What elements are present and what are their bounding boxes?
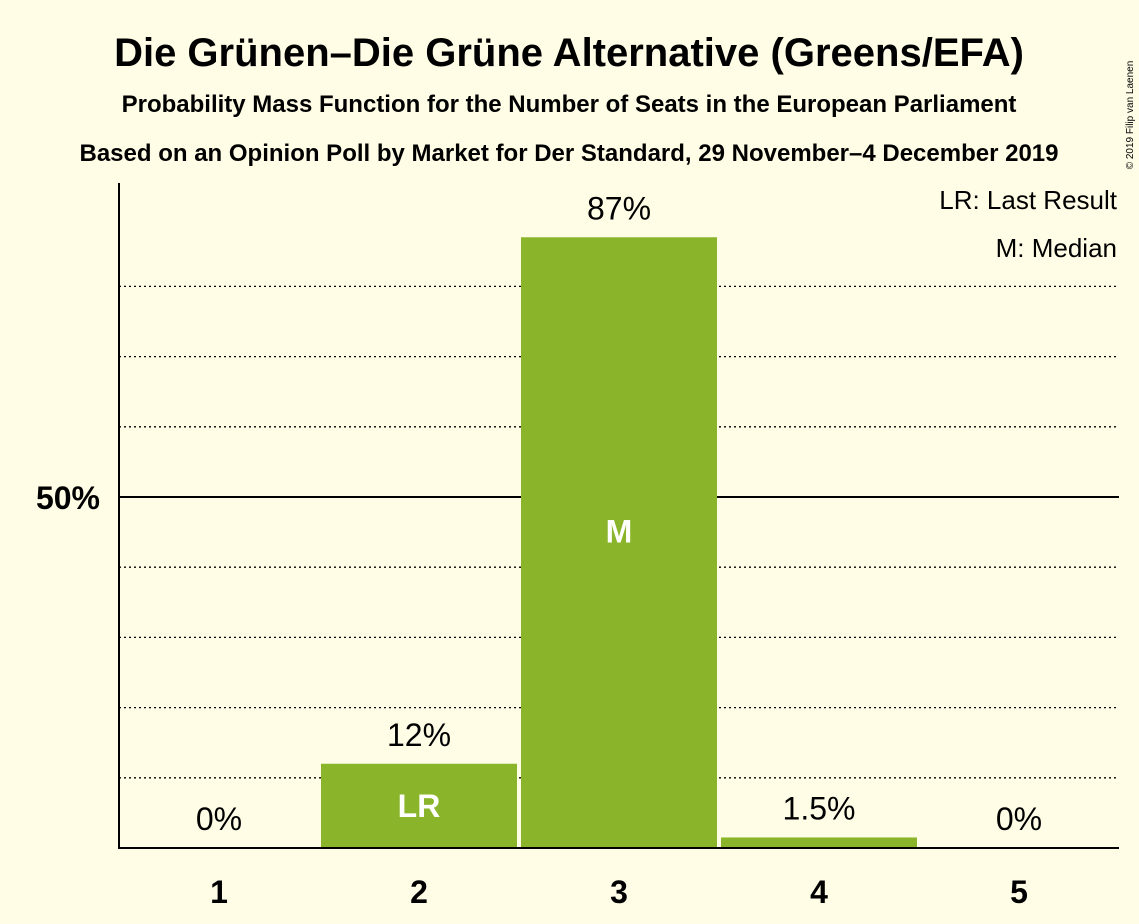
chart-source: Based on an Opinion Poll by Market for D… (80, 140, 1059, 167)
bar-marker-lr: LR (398, 788, 441, 824)
x-tick-4: 4 (810, 874, 828, 910)
x-tick-1: 1 (210, 874, 228, 910)
bar-4 (721, 837, 917, 848)
x-tick-5: 5 (1010, 874, 1028, 910)
x-tick-3: 3 (610, 874, 628, 910)
copyright: © 2019 Filip van Laenen (1125, 61, 1136, 170)
y-tick-label: 50% (36, 480, 100, 516)
legend-median: M: Median (996, 233, 1117, 263)
bar-marker-m: M (606, 514, 633, 550)
bars (321, 237, 917, 848)
chart-title: Die Grünen–Die Grüne Alternative (Greens… (114, 31, 1024, 75)
value-label-5: 0% (996, 801, 1042, 837)
x-tick-2: 2 (410, 874, 428, 910)
value-label-1: 0% (196, 801, 242, 837)
chart-subtitle: Probability Mass Function for the Number… (122, 91, 1017, 118)
value-label-2: 12% (387, 717, 451, 753)
x-tick-labels: 1 2 3 4 5 (210, 874, 1028, 910)
bar-3 (521, 237, 717, 848)
value-label-4: 1.5% (783, 790, 856, 826)
legend-last-result: LR: Last Result (939, 185, 1118, 215)
bar-labels: 0% 12% LR 87% M 1.5% 0% (196, 190, 1042, 837)
bar-2 (321, 763, 517, 848)
value-label-3: 87% (587, 190, 651, 226)
